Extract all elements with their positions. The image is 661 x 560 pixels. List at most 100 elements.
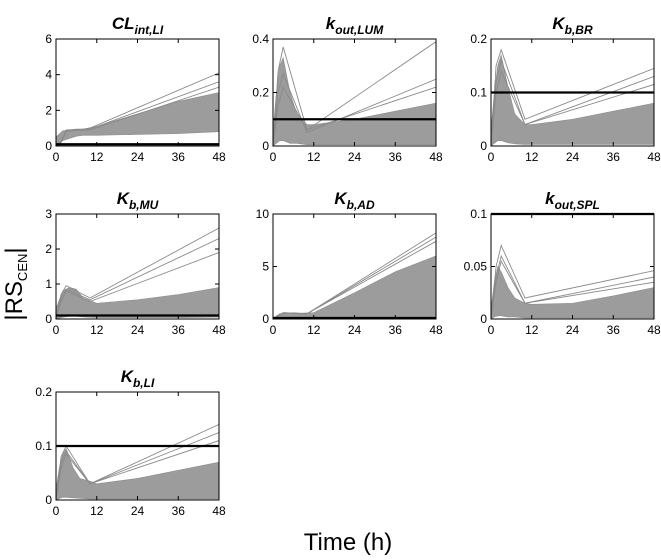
y-axis-label: |RSCEN|	[1, 247, 30, 320]
x-tick-label: 24	[348, 323, 362, 337]
panel-title-sub: b,BR	[565, 23, 593, 37]
panel-title: kout,SPL	[545, 189, 600, 212]
trajectory-envelope	[56, 448, 219, 500]
outlier-trajectory	[491, 58, 654, 146]
panel-title-main: K	[117, 189, 131, 208]
x-tick-label: 36	[389, 150, 403, 164]
outlier-trajectory	[56, 238, 219, 319]
x-tick-label: 48	[429, 323, 443, 337]
y-tick-label: 0.4	[252, 32, 269, 46]
y-tick-label: 1	[45, 277, 52, 291]
y-label-end: |	[1, 247, 28, 253]
x-tick-label: 12	[307, 323, 321, 337]
panel-5: 0 12 24 36 48 0 5 10 Kb,AD	[256, 189, 443, 337]
y-tick-label: 0	[45, 312, 52, 326]
x-tick-label: 48	[647, 323, 661, 337]
y-tick-label: 0	[262, 139, 269, 153]
x-tick-label: 48	[212, 504, 226, 518]
y-tick-label: 0	[480, 312, 487, 326]
panel-title: CLint,LI	[112, 14, 164, 37]
panel-3: 0 12 24 36 48 0 0.1 0.2 Kb,BR	[470, 14, 661, 164]
x-tick-label: 36	[389, 323, 403, 337]
x-tick-label: 48	[212, 323, 226, 337]
y-tick-label: 2	[45, 103, 52, 117]
x-tick-label: 0	[53, 150, 60, 164]
trajectory-envelope	[56, 287, 219, 319]
panel-title-sub: b,LI	[133, 376, 155, 390]
x-tick-label: 36	[172, 150, 186, 164]
panel-title-sub: b,AD	[347, 198, 375, 212]
x-tick-label: 48	[647, 150, 661, 164]
y-tick-label: 0	[45, 139, 52, 153]
y-tick-label: 3	[45, 207, 52, 221]
outlier-trajectory	[56, 432, 219, 500]
x-tick-label: 24	[348, 150, 362, 164]
y-tick-label: 0	[262, 312, 269, 326]
outlier-trajectory	[273, 41, 436, 146]
x-tick-label: 24	[131, 150, 145, 164]
y-tick-label: 0	[45, 493, 52, 507]
y-tick-label: 5	[262, 260, 269, 274]
outlier-trajectory	[56, 81, 219, 146]
x-tick-label: 24	[566, 323, 580, 337]
panel-title: kout,LUM	[326, 14, 384, 37]
panel-title-sub: out,SPL	[555, 198, 600, 212]
panel-title: Kb,LI	[121, 367, 155, 390]
outlier-trajectory	[56, 252, 219, 319]
y-tick-label: 0.1	[35, 439, 52, 453]
outlier-trajectory	[273, 72, 436, 146]
panel-title-main: K	[334, 189, 348, 208]
trajectory-envelope	[273, 56, 436, 146]
y-tick-label: 0.2	[252, 86, 269, 100]
y-label-sub: CEN	[15, 254, 30, 281]
y-tick-label: 4	[45, 68, 52, 82]
y-tick-label: 2	[45, 242, 52, 256]
x-tick-label: 0	[270, 323, 277, 337]
panel-title-main: k	[326, 14, 337, 33]
panel-2: 0 12 24 36 48 0 0.2 0.4 kout,LUM	[252, 14, 443, 164]
outlier-trajectory	[491, 260, 654, 319]
x-tick-label: 0	[270, 150, 277, 164]
panel-title-sub: out,LUM	[335, 23, 384, 37]
x-tick-label: 36	[607, 323, 621, 337]
x-tick-label: 36	[172, 504, 186, 518]
x-tick-label: 48	[429, 150, 443, 164]
y-tick-label: 0.2	[35, 385, 52, 399]
y-tick-label: 0.2	[470, 32, 487, 46]
trajectory-envelope	[491, 53, 654, 146]
x-tick-label: 24	[566, 150, 580, 164]
x-tick-label: 24	[131, 504, 145, 518]
x-tick-label: 36	[607, 150, 621, 164]
x-tick-label: 24	[131, 323, 145, 337]
x-tick-label: 36	[172, 323, 186, 337]
outlier-trajectory	[491, 254, 654, 319]
x-tick-label: 0	[488, 150, 495, 164]
x-tick-label: 12	[90, 504, 104, 518]
panel-title-main: K	[121, 367, 135, 386]
outlier-trajectory	[56, 440, 219, 500]
y-tick-label: 0	[480, 139, 487, 153]
x-tick-label: 48	[212, 150, 226, 164]
y-label-main: |RS	[1, 281, 28, 321]
trajectory-envelope	[56, 92, 219, 146]
x-tick-label: 12	[525, 323, 539, 337]
trajectory-envelope	[491, 265, 654, 319]
panel-title-sub: b,MU	[129, 198, 159, 212]
panel-title-main: K	[552, 14, 566, 33]
panel-6: 0 12 24 36 48 0 0.05 0.1 kout,SPL	[464, 189, 661, 337]
panel-title-main: k	[545, 189, 556, 208]
y-tick-label: 0.1	[470, 207, 487, 221]
outlier-trajectory	[491, 69, 654, 146]
x-tick-label: 12	[90, 150, 104, 164]
x-tick-label: 12	[525, 150, 539, 164]
x-tick-label: 0	[488, 323, 495, 337]
x-tick-label: 0	[53, 323, 60, 337]
y-tick-label: 0.05	[464, 260, 488, 274]
y-tick-label: 6	[45, 32, 52, 46]
x-tick-label: 12	[307, 150, 321, 164]
panel-title-main: CL	[112, 14, 135, 33]
y-tick-label: 0.1	[470, 86, 487, 100]
panel-title: Kb,BR	[552, 14, 593, 37]
